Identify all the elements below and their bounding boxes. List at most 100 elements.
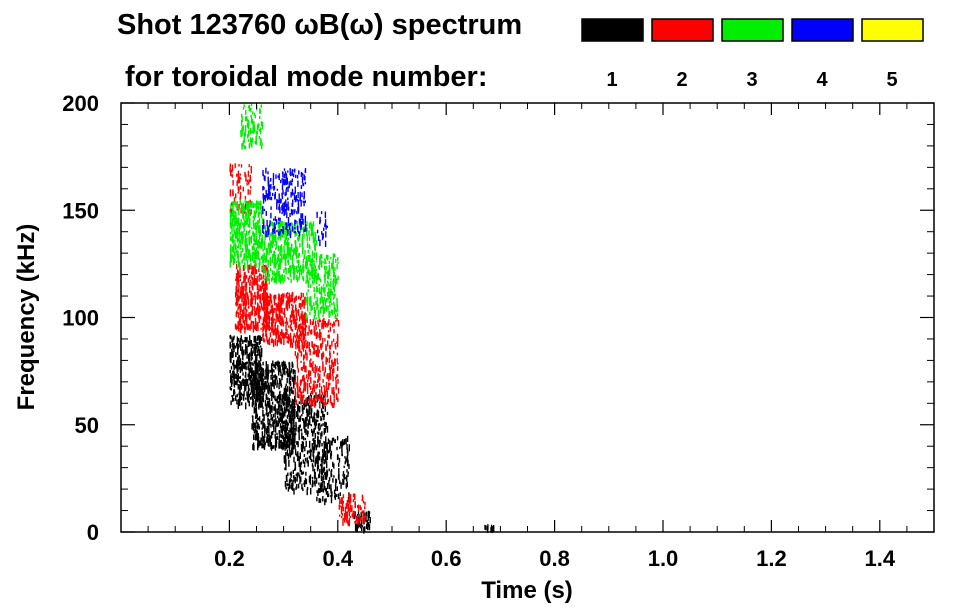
spectrum-point-n=2 [245,318,248,322]
spectrum-point-n=2 [304,344,306,348]
spectrum-point-n=4 [274,216,277,222]
spectrum-point-n=2 [273,307,275,313]
spectrum-point-n=3 [257,214,260,218]
spectrum-point-n=1 [312,454,315,459]
spectrum-point-n=1 [256,350,259,354]
spectrum-point-n=1 [294,370,296,375]
spectrum-point-n=2 [267,304,269,307]
spectrum-point-n=2 [255,321,257,328]
spectrum-point-n=1 [309,416,311,423]
spectrum-point-n=1 [274,404,276,412]
spectrum-point-n=2 [296,362,299,369]
spectrum-point-n=1 [342,471,345,475]
spectrum-point-n=1 [239,358,242,363]
spectrum-point-n=2 [247,270,250,273]
spectrum-point-n=1 [265,372,267,375]
spectrum-point-n=3 [241,128,243,134]
spectrum-point-n=2 [315,344,317,348]
spectrum-point-n=3 [255,139,257,145]
spectrum-point-n=2 [313,325,315,333]
spectrum-point-n=3 [237,221,239,227]
spectrum-point-n=3 [332,269,335,274]
spectrum-point-n=2 [249,279,251,282]
spectrum-point-n=1 [270,444,273,451]
spectrum-point-n=4 [301,215,303,220]
spectrum-point-n=1 [314,442,316,448]
spectrum-point-n=2 [237,307,239,311]
spectrum-point-n=1 [285,399,287,407]
spectrum-point-n=3 [316,273,319,281]
spectrum-point-n=1 [263,436,265,442]
spectrum-point-n=1 [255,369,257,375]
spectrum-point-n=1 [277,360,279,368]
spectrum-point-n=2 [269,332,272,338]
spectrum-point-n=2 [247,323,249,331]
spectrum-point-n=2 [305,398,307,404]
spectrum-point-n=3 [336,313,339,317]
spectrum-point-n=1 [293,375,295,380]
spectrum-point-n=1 [342,439,344,446]
spectrum-point-n=1 [314,433,316,439]
spectrum-point-n=3 [231,233,234,241]
spectrum-point-n=3 [305,263,307,269]
spectrum-point-n=3 [238,217,240,223]
spectrum-point-n=1 [265,383,267,390]
spectrum-point-n=1 [291,436,293,442]
spectrum-point-n=4 [288,183,290,189]
spectrum-point-n=1 [288,481,291,486]
spectrum-point-n=1 [303,418,305,423]
spectrum-point-n=1 [255,433,257,438]
spectrum-point-n=3 [240,204,243,211]
spectrum-point-n=3 [275,273,277,277]
spectrum-point-n=4 [265,189,267,194]
spectrum-point-n=1 [274,425,277,433]
spectrum-point-n=1 [255,356,257,362]
spectrum-point-n=4 [305,225,307,232]
spectrum-point-n=2 [268,322,271,325]
spectrum-point-n=1 [242,341,244,344]
spectrum-point-n=1 [233,371,235,376]
spectrum-point-n=2 [296,358,298,362]
spectrum-point-n=1 [294,430,296,437]
spectrum-point-n=3 [261,123,263,127]
spectrum-point-n=2 [247,170,250,177]
spectrum-point-n=3 [313,287,315,293]
spectrum-point-n=4 [294,196,297,203]
spectrum-point-n=1 [267,383,269,391]
spectrum-point-n=3 [241,209,243,214]
spectrum-point-n=4 [284,192,286,197]
spectrum-point-n=2 [258,294,260,299]
spectrum-point-n=1 [283,365,286,370]
spectrum-point-n=2 [287,296,289,303]
spectrum-point-n=2 [253,274,256,280]
spectrum-point-n=1 [316,431,319,435]
spectrum-point-n=2 [258,317,260,323]
spectrum-point-n=1 [321,431,323,437]
spectrum-point-n=3 [300,264,302,269]
spectrum-point-n=1 [340,441,342,447]
spectrum-point-n=4 [279,206,281,214]
spectrum-point-n=3 [240,113,243,118]
spectrum-point-n=2 [253,325,256,329]
spectrum-point-n=3 [242,241,244,245]
spectrum-point-n=3 [251,203,253,209]
spectrum-point-n=2 [348,511,350,517]
spectrum-point-n=1 [317,423,320,430]
spectrum-point-n=1 [313,468,316,474]
spectrum-point-n=3 [238,228,241,235]
spectrum-point-n=3 [314,246,316,252]
spectrum-point-n=2 [244,314,247,322]
spectrum-point-n=3 [312,221,315,227]
spectrum-point-n=3 [266,277,268,282]
spectrum-point-n=2 [304,336,306,340]
spectrum-point-n=2 [298,303,301,308]
spectrum-point-n=3 [241,131,243,136]
spectrum-point-n=1 [267,389,269,394]
spectrum-point-n=1 [229,352,231,357]
spectrum-point-n=2 [239,317,241,325]
spectrum-point-n=2 [245,302,247,306]
spectrum-point-n=1 [293,456,295,463]
spectrum-point-n=2 [244,283,246,287]
spectrum-point-n=2 [255,279,258,285]
spectrum-point-n=2 [250,166,252,171]
